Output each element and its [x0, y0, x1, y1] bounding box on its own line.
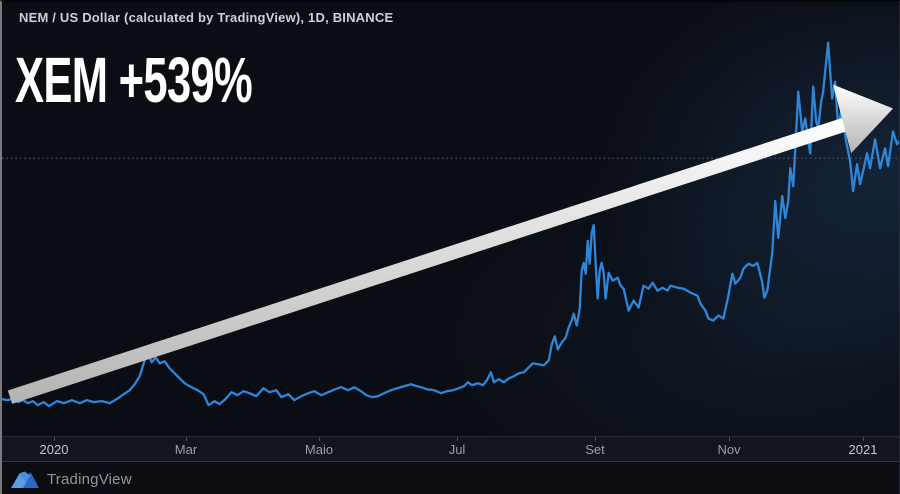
price-line-series — [2, 41, 899, 408]
chart-canvas[interactable]: NEM / US Dollar (calculated by TradingVi… — [2, 2, 900, 436]
footer-bar: TradingView — [2, 461, 899, 494]
symbol-header: NEM / US Dollar (calculated by TradingVi… — [19, 10, 394, 25]
gain-overlay-label: XEM +539% — [15, 44, 253, 116]
time-axis-label-set: Set — [585, 442, 605, 457]
time-axis-tick — [54, 437, 55, 441]
tradingview-brand-text[interactable]: TradingView — [47, 470, 132, 488]
time-axis-tick — [457, 437, 458, 441]
time-axis[interactable]: 2020 Mar Maio Jul Set Nov 2021 — [2, 436, 899, 461]
time-axis-label-2021: 2021 — [848, 442, 878, 457]
time-axis-label-2020: 2020 — [39, 442, 69, 457]
time-axis-label-jul: Jul — [448, 442, 466, 457]
time-axis-label-mar: Mar — [174, 442, 198, 457]
time-axis-tick — [595, 437, 596, 441]
time-axis-tick — [186, 437, 187, 441]
price-chart-svg[interactable] — [2, 2, 900, 436]
time-axis-tick — [863, 437, 864, 441]
trend-arrow-head — [833, 84, 894, 154]
time-axis-label-maio: Maio — [304, 442, 334, 457]
time-axis-tick — [319, 437, 320, 441]
tradingview-logo-icon[interactable] — [10, 468, 40, 490]
time-axis-tick — [729, 437, 730, 441]
time-axis-label-nov: Nov — [717, 442, 741, 457]
trend-arrow-shaft — [7, 115, 854, 404]
